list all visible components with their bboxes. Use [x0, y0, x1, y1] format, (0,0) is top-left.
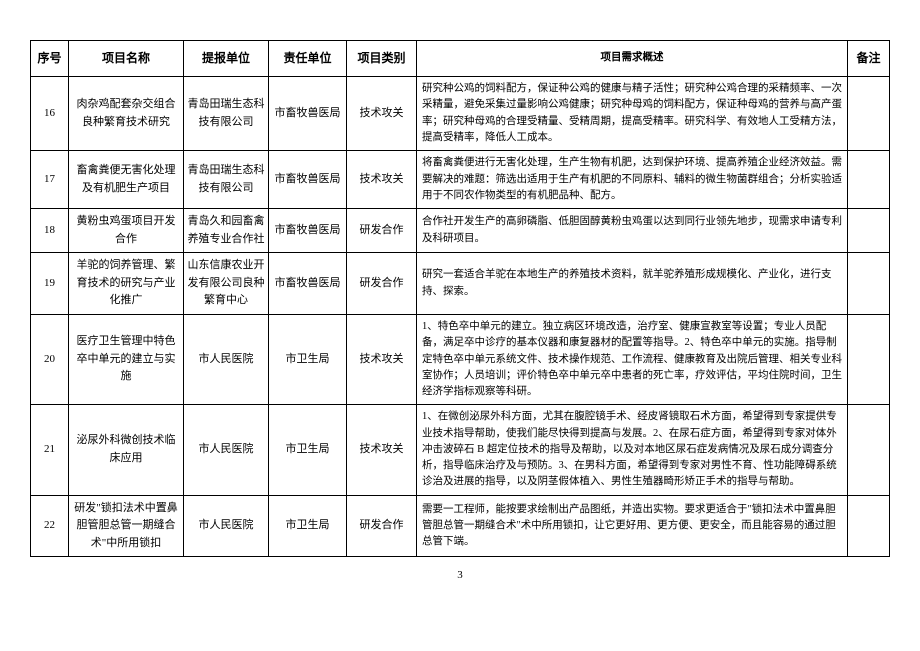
- header-row: 序号 项目名称 提报单位 责任单位 项目类别 项目需求概述 备注: [31, 41, 890, 77]
- cell-remark: [848, 151, 890, 209]
- table-row: 18黄粉虫鸡蛋项目开发合作青岛久和园畜禽养殖专业合作社市畜牧兽医局研发合作合作社…: [31, 209, 890, 253]
- table-row: 20医疗卫生管理中特色卒中单元的建立与实施市人民医院市卫生局技术攻关1、特色卒中…: [31, 315, 890, 405]
- cell-type: 技术攻关: [347, 77, 417, 151]
- cell-remark: [848, 315, 890, 405]
- cell-type: 研发合作: [347, 209, 417, 253]
- cell-seq: 16: [31, 77, 69, 151]
- cell-resp: 市卫生局: [269, 495, 347, 557]
- cell-resp: 市畜牧兽医局: [269, 209, 347, 253]
- cell-desc: 需要一工程师，能按要求绘制出产品图纸，并造出实物。要求更适合于"锁扣法术中置鼻胆…: [417, 495, 848, 557]
- project-table: 序号 项目名称 提报单位 责任单位 项目类别 项目需求概述 备注 16肉杂鸡配套…: [30, 40, 890, 557]
- cell-type: 技术攻关: [347, 405, 417, 495]
- cell-seq: 20: [31, 315, 69, 405]
- cell-resp: 市畜牧兽医局: [269, 77, 347, 151]
- cell-desc: 将畜禽粪便进行无害化处理，生产生物有机肥，达到保护环境、提高养殖企业经济效益。需…: [417, 151, 848, 209]
- cell-submit: 青岛田瑞生态科技有限公司: [184, 151, 269, 209]
- header-desc: 项目需求概述: [417, 41, 848, 77]
- cell-resp: 市卫生局: [269, 405, 347, 495]
- cell-name: 畜禽粪便无害化处理及有机肥生产项目: [69, 151, 184, 209]
- cell-desc: 1、特色卒中单元的建立。独立病区环境改造，治疗室、健康宣教室等设置；专业人员配备…: [417, 315, 848, 405]
- cell-name: 泌尿外科微创技术临床应用: [69, 405, 184, 495]
- header-seq: 序号: [31, 41, 69, 77]
- page-number: 3: [30, 569, 890, 581]
- table-row: 16肉杂鸡配套杂交组合良种繁育技术研究青岛田瑞生态科技有限公司市畜牧兽医局技术攻…: [31, 77, 890, 151]
- header-remark: 备注: [848, 41, 890, 77]
- table-row: 19羊驼的饲养管理、繁育技术的研究与产业化推广山东信康农业开发有限公司良种繁育中…: [31, 253, 890, 315]
- cell-submit: 市人民医院: [184, 405, 269, 495]
- table-row: 21泌尿外科微创技术临床应用市人民医院市卫生局技术攻关1、在微创泌尿外科方面，尤…: [31, 405, 890, 495]
- cell-seq: 17: [31, 151, 69, 209]
- header-resp: 责任单位: [269, 41, 347, 77]
- cell-type: 研发合作: [347, 253, 417, 315]
- cell-resp: 市畜牧兽医局: [269, 151, 347, 209]
- cell-submit: 青岛田瑞生态科技有限公司: [184, 77, 269, 151]
- cell-seq: 22: [31, 495, 69, 557]
- cell-type: 技术攻关: [347, 315, 417, 405]
- cell-remark: [848, 495, 890, 557]
- table-body: 16肉杂鸡配套杂交组合良种繁育技术研究青岛田瑞生态科技有限公司市畜牧兽医局技术攻…: [31, 77, 890, 557]
- cell-submit: 市人民医院: [184, 315, 269, 405]
- cell-type: 研发合作: [347, 495, 417, 557]
- cell-desc: 研究种公鸡的饲料配方，保证种公鸡的健康与精子活性；研究种公鸡合理的采精频率、一次…: [417, 77, 848, 151]
- cell-remark: [848, 77, 890, 151]
- cell-name: 羊驼的饲养管理、繁育技术的研究与产业化推广: [69, 253, 184, 315]
- cell-submit: 青岛久和园畜禽养殖专业合作社: [184, 209, 269, 253]
- cell-submit: 山东信康农业开发有限公司良种繁育中心: [184, 253, 269, 315]
- cell-seq: 19: [31, 253, 69, 315]
- table-row: 17畜禽粪便无害化处理及有机肥生产项目青岛田瑞生态科技有限公司市畜牧兽医局技术攻…: [31, 151, 890, 209]
- cell-remark: [848, 253, 890, 315]
- cell-desc: 合作社开发生产的高卵磷脂、低胆固醇黄粉虫鸡蛋以达到同行业领先地步，现需求申请专利…: [417, 209, 848, 253]
- cell-name: 黄粉虫鸡蛋项目开发合作: [69, 209, 184, 253]
- cell-remark: [848, 209, 890, 253]
- header-name: 项目名称: [69, 41, 184, 77]
- cell-submit: 市人民医院: [184, 495, 269, 557]
- header-submit: 提报单位: [184, 41, 269, 77]
- cell-resp: 市卫生局: [269, 315, 347, 405]
- table-row: 22研发"锁扣法术中置鼻胆管胆总管一期缝合术"中所用锁扣市人民医院市卫生局研发合…: [31, 495, 890, 557]
- cell-seq: 18: [31, 209, 69, 253]
- cell-seq: 21: [31, 405, 69, 495]
- cell-remark: [848, 405, 890, 495]
- cell-name: 医疗卫生管理中特色卒中单元的建立与实施: [69, 315, 184, 405]
- cell-desc: 1、在微创泌尿外科方面，尤其在腹腔镜手术、经皮肾镜取石术方面，希望得到专家提供专…: [417, 405, 848, 495]
- cell-resp: 市畜牧兽医局: [269, 253, 347, 315]
- header-type: 项目类别: [347, 41, 417, 77]
- cell-name: 肉杂鸡配套杂交组合良种繁育技术研究: [69, 77, 184, 151]
- cell-name: 研发"锁扣法术中置鼻胆管胆总管一期缝合术"中所用锁扣: [69, 495, 184, 557]
- cell-type: 技术攻关: [347, 151, 417, 209]
- cell-desc: 研究一套适合羊驼在本地生产的养殖技术资料，就羊驼养殖形成规模化、产业化，进行支持…: [417, 253, 848, 315]
